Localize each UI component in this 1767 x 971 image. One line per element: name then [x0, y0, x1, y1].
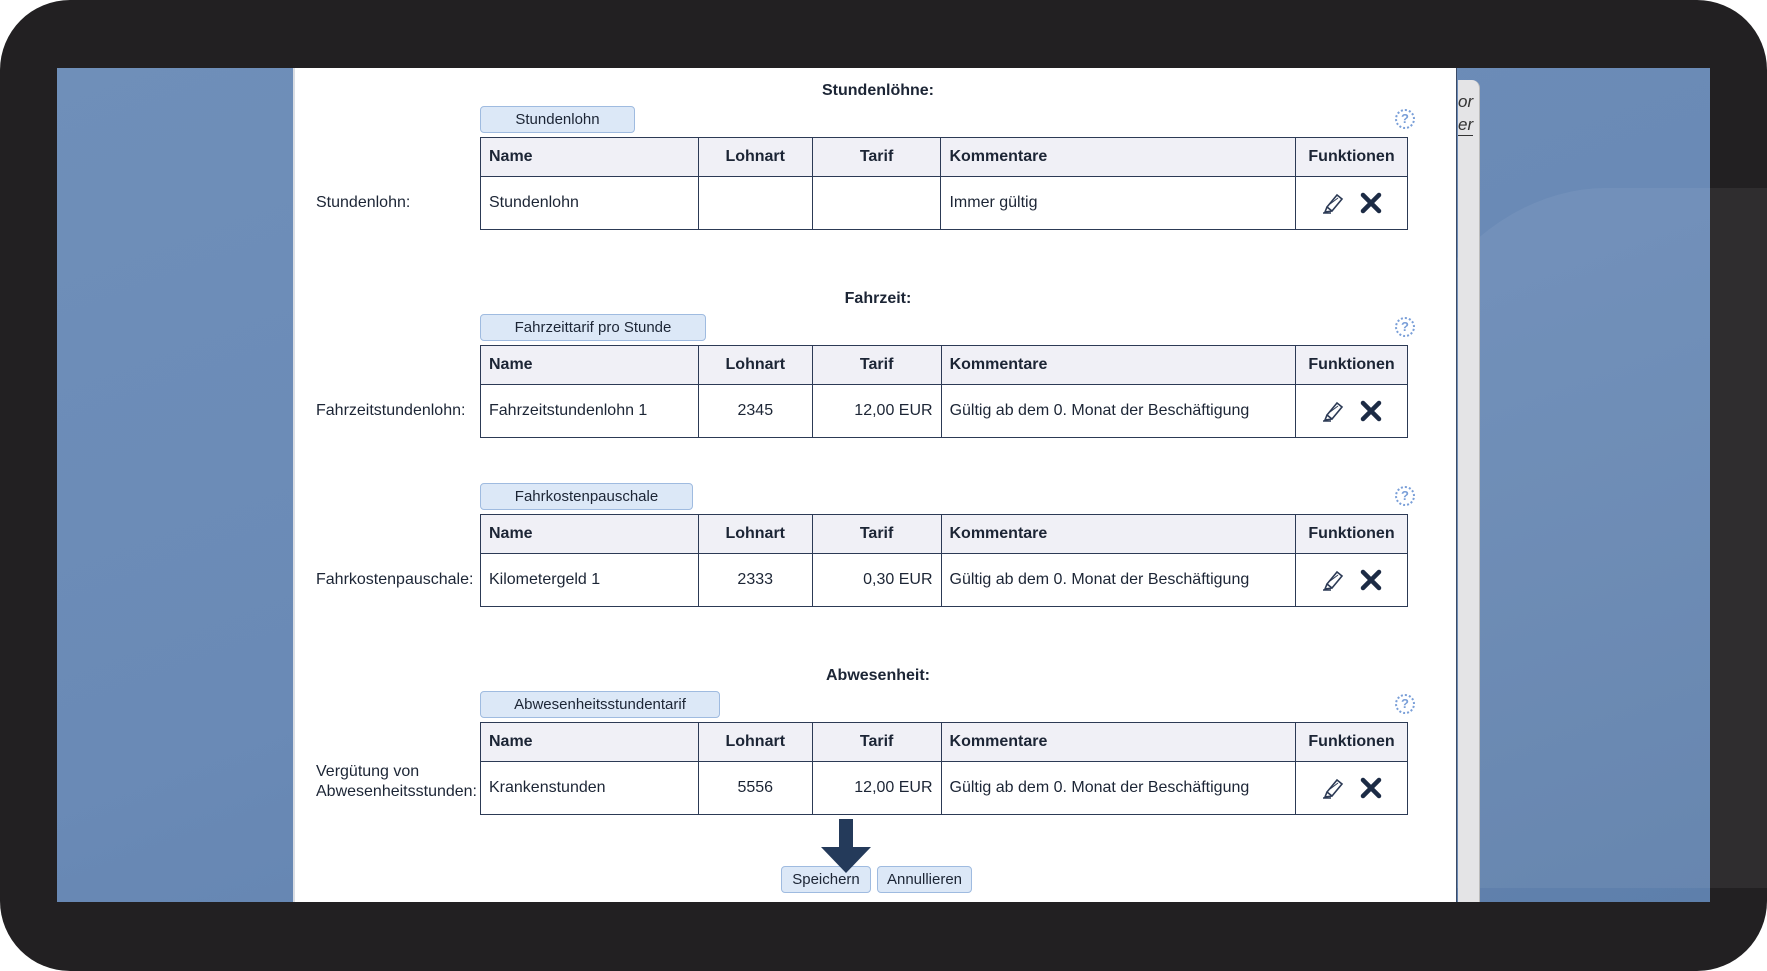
- section-heading: Fahrzeit:: [844, 290, 912, 307]
- arrow-down-icon: [821, 819, 871, 873]
- col-funktionen: Funktionen: [1295, 514, 1408, 554]
- row-label: Vergütung von Abwesenheitsstunden:: [316, 763, 477, 800]
- rate-table: Name Lohnart Tarif Kommentare Funktionen…: [480, 514, 1408, 607]
- cell-tarif: 0,30 EUR: [811, 553, 942, 607]
- col-lohnart: Lohnart: [697, 137, 813, 177]
- table-header-row: Name Lohnart Tarif Kommentare Funktionen: [480, 514, 1408, 554]
- pencil-icon[interactable]: [1321, 776, 1345, 800]
- background-text: or: [1458, 92, 1474, 111]
- cell-tarif: [811, 176, 942, 230]
- save-button[interactable]: Speichern: [781, 866, 871, 893]
- table-row: Stundenlohn Immer gültig: [480, 176, 1408, 230]
- col-name: Name: [480, 514, 699, 554]
- rate-table: Name Lohnart Tarif Kommentare Funktionen…: [480, 722, 1408, 815]
- background-text: er: [1458, 115, 1474, 136]
- col-kommentare: Kommentare: [940, 137, 1296, 177]
- col-tarif: Tarif: [811, 514, 942, 554]
- table-header-row: Name Lohnart Tarif Kommentare Funktionen: [480, 137, 1408, 177]
- x-icon[interactable]: [1360, 192, 1382, 214]
- table-header-row: Name Lohnart Tarif Kommentare Funktionen: [480, 345, 1408, 385]
- cell-name: Fahrzeitstundenlohn 1: [480, 384, 699, 438]
- col-kommentare: Kommentare: [940, 722, 1297, 762]
- x-icon[interactable]: [1360, 777, 1382, 799]
- row-label: Stundenlohn:: [316, 194, 411, 211]
- table-row: Fahrzeitstundenlohn 1 2345 12,00 EUR Gül…: [480, 384, 1408, 438]
- col-lohnart: Lohnart: [697, 722, 813, 762]
- col-kommentare: Kommentare: [940, 345, 1297, 385]
- col-funktionen: Funktionen: [1295, 722, 1408, 762]
- cancel-button[interactable]: Annullieren: [877, 866, 972, 893]
- cell-tarif: 12,00 EUR: [811, 384, 942, 438]
- cell-funktionen: [1295, 761, 1408, 815]
- background-window-edge: [1458, 80, 1480, 902]
- x-icon[interactable]: [1360, 400, 1382, 422]
- create-button[interactable]: Fahrzeittarif pro Stunde erstellen: [480, 314, 706, 361]
- cell-name: Krankenstunden: [480, 761, 699, 815]
- table-row: Krankenstunden 5556 12,00 EUR Gültig ab …: [480, 761, 1408, 815]
- row-label: Fahrkostenpauschale:: [316, 571, 474, 588]
- cell-lohnart: 2345: [697, 384, 813, 438]
- section-heading: Stundenlöhne:: [822, 82, 934, 99]
- cell-funktionen: [1295, 176, 1408, 230]
- cell-kommentar: Immer gültig: [940, 176, 1296, 230]
- create-button[interactable]: Stundenlohn erstellen: [480, 106, 635, 153]
- col-name: Name: [480, 345, 699, 385]
- rate-table: Name Lohnart Tarif Kommentare Funktionen…: [480, 345, 1408, 438]
- cell-funktionen: [1295, 553, 1408, 607]
- x-icon[interactable]: [1360, 569, 1382, 591]
- cell-kommentar: Gültig ab dem 0. Monat der Beschäftigung: [940, 384, 1297, 438]
- row-label: Fahrzeitstundenlohn:: [316, 402, 466, 419]
- wage-settings-dialog: Stundenlöhne: Stundenlohn erstellen? Stund…: [293, 68, 1457, 902]
- col-name: Name: [480, 137, 699, 177]
- cell-tarif: 12,00 EUR: [811, 761, 942, 815]
- cell-kommentar: Gültig ab dem 0. Monat der Beschäftigung: [940, 553, 1297, 607]
- section-heading: Abwesenheit:: [825, 667, 930, 684]
- cell-lohnart: 2333: [697, 553, 813, 607]
- help-circle-icon[interactable]: ?: [1395, 109, 1415, 129]
- col-tarif: Tarif: [811, 137, 942, 177]
- create-button[interactable]: Abwesenheitsstundentarif erstellen: [480, 691, 720, 738]
- col-funktionen: Funktionen: [1295, 137, 1408, 177]
- help-circle-icon[interactable]: ?: [1395, 694, 1415, 714]
- pencil-icon[interactable]: [1321, 568, 1345, 592]
- help-circle-icon[interactable]: ?: [1395, 486, 1415, 506]
- cell-funktionen: [1295, 384, 1408, 438]
- rate-table: Name Lohnart Tarif Kommentare Funktionen…: [480, 137, 1408, 230]
- cell-name: Kilometergeld 1: [480, 553, 699, 607]
- col-tarif: Tarif: [811, 345, 942, 385]
- cell-lohnart: 5556: [697, 761, 813, 815]
- col-tarif: Tarif: [811, 722, 942, 762]
- create-button[interactable]: Fahrkostenpauschale erstellen: [480, 483, 693, 530]
- help-circle-icon[interactable]: ?: [1395, 317, 1415, 337]
- col-lohnart: Lohnart: [697, 345, 813, 385]
- cell-lohnart: [697, 176, 813, 230]
- table-row: Kilometergeld 1 2333 0,30 EUR Gültig ab …: [480, 553, 1408, 607]
- table-header-row: Name Lohnart Tarif Kommentare Funktionen: [480, 722, 1408, 762]
- col-lohnart: Lohnart: [697, 514, 813, 554]
- cell-name: Stundenlohn: [480, 176, 699, 230]
- col-kommentare: Kommentare: [940, 514, 1297, 554]
- pencil-icon[interactable]: [1321, 191, 1345, 215]
- cell-kommentar: Gültig ab dem 0. Monat der Beschäftigung: [940, 761, 1297, 815]
- pencil-icon[interactable]: [1321, 399, 1345, 423]
- col-funktionen: Funktionen: [1295, 345, 1408, 385]
- col-name: Name: [480, 722, 699, 762]
